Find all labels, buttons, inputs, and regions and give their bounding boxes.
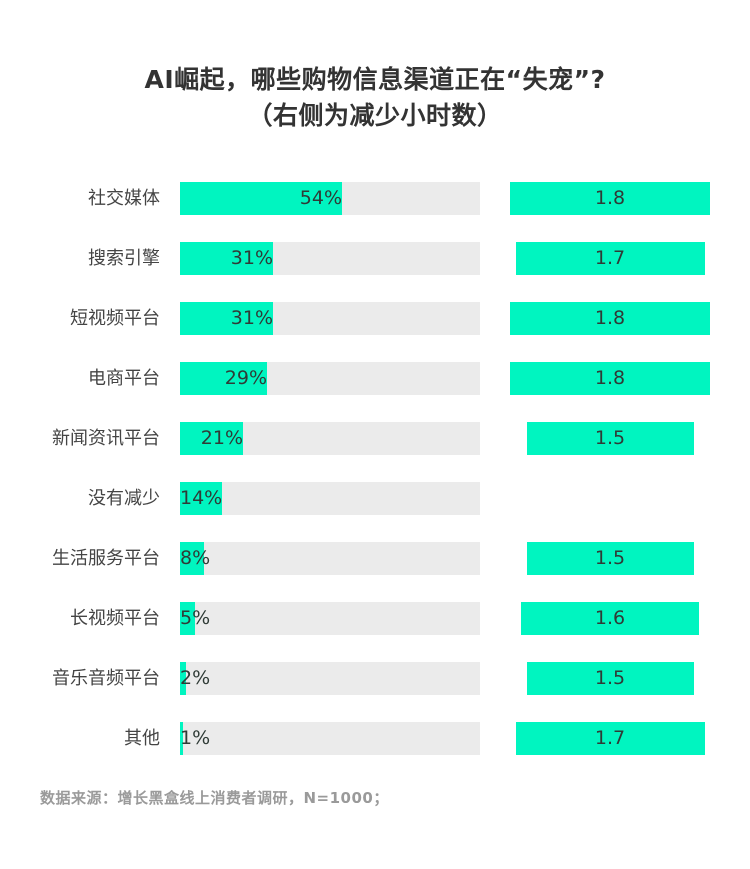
chart-row: 长视频平台 5% 1.6 — [0, 602, 750, 635]
percent-bar-track: 29% — [180, 362, 480, 395]
percent-value-label: 54% — [299, 187, 342, 209]
category-label: 新闻资讯平台 — [52, 428, 160, 449]
hours-reduced-bar: 1.8 — [510, 302, 710, 335]
percent-bar-track: 31% — [180, 242, 480, 275]
chart-row: 生活服务平台 8% 1.5 — [0, 542, 750, 575]
percent-bar-fill — [180, 662, 186, 695]
category-label: 生活服务平台 — [52, 548, 160, 569]
category-label: 搜索引擎 — [88, 248, 160, 269]
chart-row: 社交媒体 54% 1.8 — [0, 182, 750, 215]
percent-bar-fill — [180, 362, 267, 395]
percent-bar-track: 1% — [180, 722, 480, 755]
percent-bar-fill — [180, 482, 222, 515]
hours-reduced-bar: 1.7 — [515, 242, 705, 275]
percent-bar-fill — [180, 422, 243, 455]
chart-row: 其他 1% 1.7 — [0, 722, 750, 755]
percent-value-label: 14% — [180, 487, 223, 509]
category-label: 长视频平台 — [70, 608, 160, 629]
chart-row: 短视频平台 31% 1.8 — [0, 302, 750, 335]
hours-reduced-bar: 1.7 — [515, 722, 705, 755]
category-label: 没有减少 — [88, 488, 160, 509]
chart-subtitle: （右侧为减少小时数） — [247, 101, 503, 130]
percent-bar-fill — [180, 602, 195, 635]
percent-value-label: 21% — [200, 427, 243, 449]
percent-value-label: 1% — [180, 727, 211, 749]
percent-bar-fill — [180, 542, 204, 575]
percent-value-label: 31% — [230, 307, 273, 329]
hours-reduced-bar: 1.8 — [510, 362, 710, 395]
chart-row: 新闻资讯平台 21% 1.5 — [0, 422, 750, 455]
category-label: 社交媒体 — [88, 188, 160, 209]
percent-bar-track: 54% — [180, 182, 480, 215]
percent-bar-fill — [180, 182, 342, 215]
percent-bar-fill — [180, 242, 273, 275]
hours-reduced-bar: 1.8 — [510, 182, 710, 215]
chart-row: 没有减少 14% — [0, 482, 750, 515]
chart-row: 搜索引擎 31% 1.7 — [0, 242, 750, 275]
percent-bar-track: 31% — [180, 302, 480, 335]
category-label: 电商平台 — [88, 368, 160, 389]
percent-value-label: 5% — [180, 607, 211, 629]
percent-value-label: 2% — [180, 667, 211, 689]
percent-bar-track: 14% — [180, 482, 480, 515]
percent-value-label: 8% — [180, 547, 211, 569]
percent-bar-track: 5% — [180, 602, 480, 635]
chart-row: 电商平台 29% 1.8 — [0, 362, 750, 395]
hours-reduced-bar: 1.5 — [526, 662, 694, 695]
percent-bar-fill — [180, 722, 183, 755]
percent-bar-track: 8% — [180, 542, 480, 575]
chart-title: AI崛起，哪些购物信息渠道正在“失宠”? — [144, 65, 606, 94]
hours-reduced-bar: 1.5 — [526, 422, 694, 455]
category-label: 其他 — [124, 728, 160, 749]
chart-row: 音乐音频平台 2% 1.5 — [0, 662, 750, 695]
percent-value-label: 31% — [230, 247, 273, 269]
data-source-note: 数据来源：增长黑盒线上消费者调研，N=1000； — [40, 789, 389, 807]
hours-reduced-bar: 1.5 — [526, 542, 694, 575]
percent-value-label: 29% — [224, 367, 267, 389]
hours-reduced-bar: 1.6 — [521, 602, 699, 635]
category-label: 音乐音频平台 — [52, 668, 160, 689]
percent-bar-fill — [180, 302, 273, 335]
percent-bar-track: 21% — [180, 422, 480, 455]
percent-bar-track: 2% — [180, 662, 480, 695]
category-label: 短视频平台 — [70, 308, 160, 329]
